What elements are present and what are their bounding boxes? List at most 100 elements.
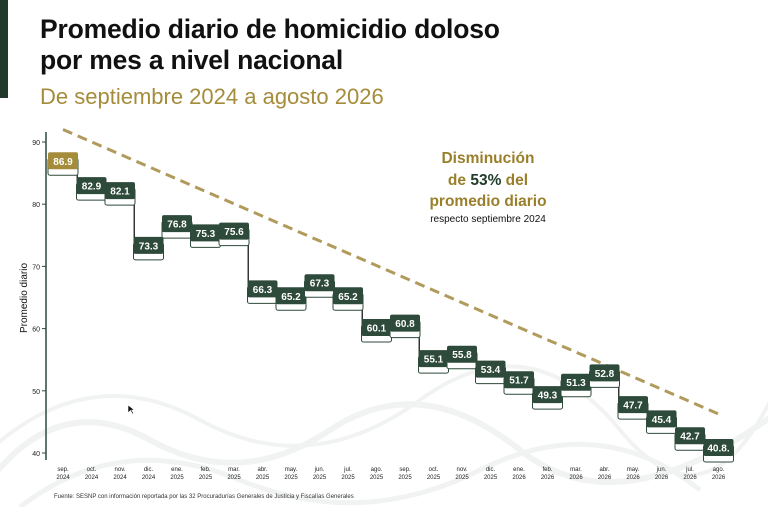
data-label: 49.3 xyxy=(538,391,558,402)
data-label-box xyxy=(447,345,477,363)
x-tick-label-month: sep. xyxy=(399,467,411,473)
x-tick-label-year: 2025 xyxy=(455,475,469,481)
x-tick-label-month: jul. xyxy=(685,467,694,473)
x-tick-label-year: 2025 xyxy=(398,475,412,481)
trend-line xyxy=(62,128,724,418)
x-tick-label-month: jun. xyxy=(314,467,325,473)
x-tick-label-year: 2026 xyxy=(512,475,526,481)
data-label-box xyxy=(561,373,591,391)
data-label: 53.4 xyxy=(481,365,501,376)
x-tick-label-year: 2026 xyxy=(683,475,697,481)
data-label-box xyxy=(675,427,705,445)
mouse-cursor-icon xyxy=(127,404,136,415)
x-tick-label-month: nov. xyxy=(115,467,126,473)
x-tick-label-month: mar. xyxy=(228,467,240,473)
x-tick-label-month: may. xyxy=(285,467,298,473)
x-tick-label-month: feb. xyxy=(200,467,210,473)
data-label-box xyxy=(333,287,363,305)
data-label-box xyxy=(475,360,506,378)
chart-title: Promedio diario de homicidio doloso por … xyxy=(40,14,680,76)
x-tick-label-year: 2025 xyxy=(284,475,298,481)
data-label-box xyxy=(304,274,335,292)
x-tick-label-month: ene. xyxy=(513,467,525,473)
data-label: 45.4 xyxy=(652,415,672,426)
y-tick-label: 50 xyxy=(32,389,40,396)
x-tick-label-month: ago. xyxy=(713,467,725,473)
data-label: 55.1 xyxy=(424,355,444,366)
data-label: 82.9 xyxy=(82,182,102,193)
x-tick-label-year: 2025 xyxy=(199,475,213,481)
x-tick-label-year: 2025 xyxy=(427,475,441,481)
x-tick-label-month: nov. xyxy=(457,467,468,473)
x-tick-label-month: ene. xyxy=(171,467,183,473)
y-axis-label: Promedio diario xyxy=(19,263,30,333)
x-tick-label-year: 2024 xyxy=(113,475,127,481)
data-label: 73.3 xyxy=(139,241,159,252)
data-label: 40.8. xyxy=(707,444,729,455)
data-label: 76.8 xyxy=(167,220,187,231)
data-label: 65.2 xyxy=(338,292,358,303)
x-tick-label-year: 2025 xyxy=(170,475,184,481)
left-accent-bar xyxy=(0,0,8,98)
data-label: 60.8 xyxy=(395,319,415,330)
x-tick-label-month: jul. xyxy=(343,467,352,473)
annotation-line-3: promedio diario xyxy=(429,193,546,210)
data-label: 67.3 xyxy=(310,279,330,290)
data-label: 66.3 xyxy=(253,285,273,296)
y-tick-label: 40 xyxy=(32,451,40,458)
x-tick-label-month: oct. xyxy=(87,467,97,473)
x-tick-label-year: 2025 xyxy=(484,475,498,481)
data-label-box xyxy=(703,439,734,457)
x-tick-label-year: 2026 xyxy=(655,475,669,481)
y-tick-label: 60 xyxy=(32,327,40,334)
x-tick-label-year: 2026 xyxy=(626,475,640,481)
annotation-line-2: de 53% del xyxy=(448,172,528,189)
x-tick-label-year: 2025 xyxy=(341,475,355,481)
data-label: 75.6 xyxy=(224,227,244,238)
data-label-box xyxy=(76,177,107,195)
annotation-percentage: 53% xyxy=(470,172,501,189)
data-label-box xyxy=(247,280,278,298)
annotation-prefix: de xyxy=(448,172,470,189)
x-tick-label-month: oct. xyxy=(429,467,439,473)
annotation-line-1: Disminución xyxy=(441,150,534,167)
data-label: 82.1 xyxy=(110,187,130,198)
data-label: 52.8 xyxy=(595,369,615,380)
x-tick-label-month: may. xyxy=(627,467,640,473)
data-label-box xyxy=(48,152,78,170)
x-tick-label-month: dic. xyxy=(144,467,154,473)
data-label: 75.3 xyxy=(196,229,216,240)
data-label-box xyxy=(532,386,563,404)
x-tick-label-year: 2026 xyxy=(541,475,555,481)
data-label: 65.2 xyxy=(281,292,301,303)
data-label: 42.7 xyxy=(680,432,700,443)
x-tick-label-month: jun. xyxy=(656,467,667,473)
x-tick-label-year: 2025 xyxy=(256,475,270,481)
chart-title-line-2: por mes a nivel nacional xyxy=(40,45,344,75)
x-tick-label-year: 2025 xyxy=(227,475,241,481)
data-label: 60.1 xyxy=(367,323,387,334)
x-tick-label-month: ago. xyxy=(371,467,383,473)
x-tick-label-year: 2024 xyxy=(85,475,99,481)
data-label-box xyxy=(589,364,620,382)
x-tick-label-year: 2024 xyxy=(142,475,156,481)
y-tick-label: 70 xyxy=(32,264,40,271)
x-tick-label-year: 2026 xyxy=(712,475,726,481)
chart-title-line-1: Promedio diario de homicidio doloso xyxy=(40,14,500,44)
data-label: 51.7 xyxy=(509,376,529,387)
data-label: 51.3 xyxy=(566,378,586,389)
x-tick-label-month: sep. xyxy=(57,467,69,473)
y-tick-label: 90 xyxy=(32,140,40,147)
data-label-box xyxy=(162,215,192,233)
background-pattern xyxy=(0,364,768,507)
source-footnote: Fuente: SESNP con información reportada … xyxy=(54,494,354,500)
x-tick-label-month: abr. xyxy=(599,467,609,473)
data-label: 55.8 xyxy=(452,350,472,361)
data-label-box xyxy=(190,224,221,242)
data-label-box xyxy=(133,236,164,254)
data-label-box xyxy=(219,222,249,240)
x-tick-label-month: mar. xyxy=(570,467,582,473)
x-tick-label-year: 2025 xyxy=(313,475,327,481)
data-label-box xyxy=(361,318,392,336)
